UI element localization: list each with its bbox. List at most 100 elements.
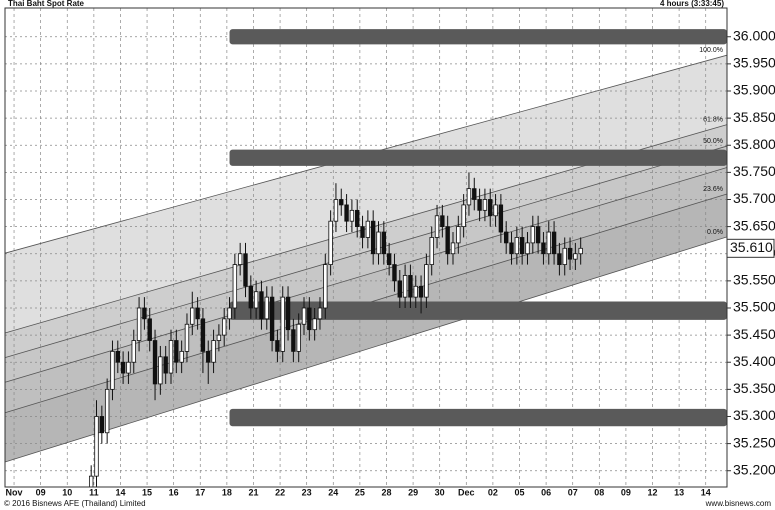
candle-body bbox=[216, 334, 222, 341]
y-tick-label: 35.500 bbox=[733, 299, 775, 315]
candle-body bbox=[525, 242, 530, 255]
candle-body bbox=[285, 296, 291, 331]
candle-body bbox=[509, 242, 514, 255]
x-tick-label: 08 bbox=[594, 487, 604, 497]
candle-body bbox=[535, 226, 541, 244]
x-tick-label: 06 bbox=[541, 487, 551, 497]
x-tick-label: Nov bbox=[6, 487, 23, 497]
x-tick-label: 29 bbox=[408, 487, 418, 497]
zone bbox=[229, 301, 727, 320]
candle-body bbox=[110, 350, 115, 390]
fib-label: 61.8% bbox=[703, 116, 723, 123]
candle-body bbox=[179, 350, 184, 363]
y-tick-label: 36.000 bbox=[733, 27, 775, 43]
x-tick-label: 07 bbox=[568, 487, 578, 497]
candle-body bbox=[280, 296, 285, 352]
x-tick-label: 17 bbox=[195, 487, 205, 497]
last-price-label: 35.610 bbox=[730, 239, 773, 255]
x-tick-label: 12 bbox=[648, 487, 658, 497]
candle-body bbox=[184, 323, 190, 352]
candle-body bbox=[323, 264, 328, 309]
candle-body bbox=[190, 307, 195, 325]
candle-body bbox=[541, 242, 546, 255]
candle-body bbox=[227, 307, 232, 320]
x-tick-label: 13 bbox=[674, 487, 684, 497]
candle-body bbox=[530, 226, 535, 244]
y-tick-label: 35.950 bbox=[733, 55, 775, 71]
candle-body bbox=[386, 253, 392, 265]
candle-body bbox=[365, 220, 371, 238]
candle-body bbox=[195, 307, 200, 320]
x-tick-label: 09 bbox=[36, 487, 46, 497]
footer-right: www.bisnews.com bbox=[705, 499, 772, 508]
y-tick-label: 35.350 bbox=[733, 380, 775, 396]
candle-body bbox=[519, 237, 525, 255]
x-tick-label: 05 bbox=[514, 487, 524, 497]
candle-body bbox=[158, 356, 163, 385]
candle-body bbox=[328, 220, 333, 265]
x-tick-label: 30 bbox=[435, 487, 445, 497]
candle-body bbox=[253, 291, 259, 309]
x-tick-label: 25 bbox=[355, 487, 365, 497]
candle-body bbox=[115, 350, 120, 363]
candle-body bbox=[424, 264, 429, 298]
candle-body bbox=[429, 237, 434, 265]
y-tick-label: 35.850 bbox=[733, 109, 775, 125]
fib-label: 50.0% bbox=[703, 138, 723, 145]
candle-body bbox=[142, 307, 147, 320]
candle-body bbox=[301, 307, 307, 325]
candle-body bbox=[466, 188, 472, 206]
candle-body bbox=[339, 199, 344, 206]
candle-body bbox=[275, 340, 280, 352]
candle-body bbox=[232, 264, 238, 309]
candle-body bbox=[307, 307, 312, 331]
x-tick-label: 09 bbox=[621, 487, 631, 497]
x-tick-label: 14 bbox=[115, 487, 125, 497]
y-tick-label: 35.300 bbox=[733, 407, 775, 423]
fib-line bbox=[4, 167, 728, 383]
candle-body bbox=[493, 204, 498, 217]
zone bbox=[229, 149, 727, 166]
candle-body bbox=[243, 253, 248, 287]
candle-body bbox=[248, 285, 254, 309]
zone bbox=[229, 408, 727, 427]
candle-body bbox=[461, 204, 466, 228]
candle-body bbox=[440, 215, 445, 228]
candle-body bbox=[222, 318, 227, 336]
y-tick-label: 35.550 bbox=[733, 272, 775, 288]
candle-body bbox=[94, 416, 99, 477]
candle-body bbox=[259, 291, 264, 320]
candle-body bbox=[264, 296, 269, 320]
y-tick-label: 35.750 bbox=[733, 163, 775, 179]
candle-body bbox=[99, 416, 105, 434]
candle-body bbox=[392, 264, 397, 282]
fib-line bbox=[4, 145, 728, 359]
candle-body bbox=[296, 323, 301, 352]
candle-body bbox=[514, 237, 520, 255]
y-tick-label: 35.650 bbox=[733, 217, 775, 233]
x-tick-label: 24 bbox=[328, 487, 338, 497]
candle-body bbox=[206, 350, 211, 363]
channel-band bbox=[5, 194, 727, 463]
candle-body bbox=[562, 247, 567, 265]
x-tick-label: Dec bbox=[458, 487, 475, 497]
candle-body bbox=[573, 253, 578, 260]
candle-body bbox=[397, 280, 402, 298]
candle-body bbox=[120, 361, 126, 374]
y-tick-label: 35.900 bbox=[733, 82, 775, 98]
candle-body bbox=[168, 340, 174, 374]
candle-body bbox=[450, 242, 456, 255]
candle-body bbox=[413, 285, 418, 298]
candle-body bbox=[163, 356, 168, 374]
y-tick-label: 35.200 bbox=[733, 461, 775, 477]
candle-body bbox=[381, 231, 387, 255]
candle-body bbox=[445, 226, 450, 255]
channel-band bbox=[5, 124, 727, 358]
candle-body bbox=[269, 296, 275, 341]
last-price-box bbox=[726, 238, 775, 258]
candle-body bbox=[126, 361, 131, 374]
fib-label: 100.0% bbox=[699, 47, 723, 54]
chart-subtitle: 4 hours (3:33:45) bbox=[660, 0, 724, 8]
candle-body bbox=[482, 199, 488, 211]
